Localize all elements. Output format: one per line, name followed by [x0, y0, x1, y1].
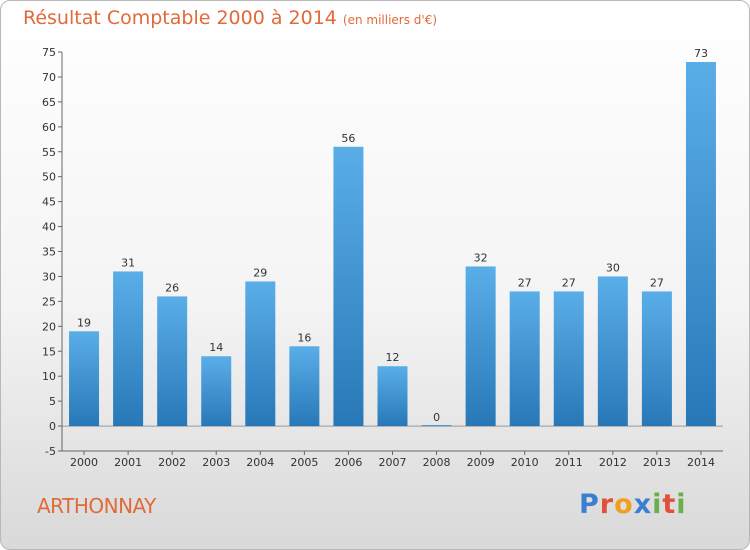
- value-label: 73: [694, 47, 708, 60]
- logo-letter: P: [579, 489, 600, 520]
- logo-letter: x: [633, 489, 653, 520]
- x-tick-label: 2000: [70, 456, 98, 469]
- bar: [289, 346, 320, 427]
- y-tick-label: 60: [42, 121, 56, 134]
- y-tick-label: 55: [42, 146, 56, 159]
- x-tick-label: 2002: [158, 456, 186, 469]
- x-tick-label: 2001: [114, 456, 142, 469]
- y-tick-label: 75: [42, 46, 56, 59]
- value-label: 12: [386, 351, 400, 364]
- y-tick-label: -5: [45, 445, 56, 458]
- value-label: 26: [165, 281, 179, 294]
- logo-letter: r: [599, 489, 615, 520]
- bar: [333, 146, 364, 427]
- x-tick-label: 2008: [423, 456, 451, 469]
- chart-title: Résultat Comptable 2000 à 2014 (en millie…: [23, 7, 437, 29]
- logo-letter: i: [652, 489, 663, 520]
- value-label: 0: [433, 411, 440, 424]
- x-tick-label: 2009: [467, 456, 495, 469]
- x-tick-label: 2003: [202, 456, 230, 469]
- value-label: 30: [606, 261, 620, 274]
- y-tick-label: 40: [42, 221, 56, 234]
- y-tick-label: 20: [42, 320, 56, 333]
- logo-letter: t: [662, 489, 677, 520]
- bar: [157, 296, 188, 427]
- y-tick-label: 10: [42, 370, 56, 383]
- value-label: 19: [77, 316, 91, 329]
- logo-letter: o: [614, 489, 634, 520]
- y-tick-label: 65: [42, 96, 56, 109]
- bar: [509, 291, 540, 427]
- bar: [201, 356, 232, 427]
- value-label: 29: [253, 266, 267, 279]
- x-tick-label: 2004: [246, 456, 274, 469]
- x-tick-label: 2014: [687, 456, 715, 469]
- title-text: Résultat Comptable 2000 à 2014: [23, 7, 337, 29]
- value-labels: 19 31 26 14 29 16 56 12 0 32 27 27 30 27 73: [77, 47, 708, 424]
- y-tick-label: 15: [42, 345, 56, 358]
- value-label: 27: [562, 276, 576, 289]
- bar: [685, 61, 716, 427]
- logo-letter: i: [676, 489, 687, 520]
- value-label: 31: [121, 256, 135, 269]
- x-tick-label: 2006: [334, 456, 362, 469]
- bars: [69, 61, 716, 427]
- value-label: 27: [650, 276, 664, 289]
- y-tick-label: 45: [42, 196, 56, 209]
- value-label: 16: [297, 331, 311, 344]
- value-label: 14: [209, 341, 223, 354]
- x-tick-label: 2007: [379, 456, 407, 469]
- proxiti-logo[interactable]: Proxiti: [579, 489, 687, 520]
- bar: [465, 266, 496, 427]
- x-tick-label: 2010: [511, 456, 539, 469]
- x-tick-label: 2005: [290, 456, 318, 469]
- bar: [69, 331, 100, 427]
- bar: [113, 271, 144, 427]
- y-tick-label: 25: [42, 295, 56, 308]
- bar: [377, 366, 408, 427]
- y-tick-label: 50: [42, 171, 56, 184]
- y-tick-label: 35: [42, 246, 56, 259]
- commune-name: ARTHONNAY: [37, 494, 156, 518]
- chart-subtitle: (en milliers d'€): [342, 13, 438, 27]
- x-tick-label: 2013: [643, 456, 671, 469]
- y-tick-label: 0: [49, 420, 56, 433]
- x-tick-label: 2011: [555, 456, 583, 469]
- y-tick-label: 30: [42, 270, 56, 283]
- y-tick-label: 5: [49, 395, 56, 408]
- y-tick-label: 70: [42, 71, 56, 84]
- value-label: 27: [518, 276, 532, 289]
- value-label: 56: [341, 132, 355, 145]
- bar: [245, 281, 276, 427]
- bar: [641, 291, 672, 427]
- bar: [597, 276, 628, 427]
- value-label: 32: [474, 251, 488, 264]
- bar: [553, 291, 584, 427]
- x-tick-label: 2012: [599, 456, 627, 469]
- bar: [421, 425, 452, 427]
